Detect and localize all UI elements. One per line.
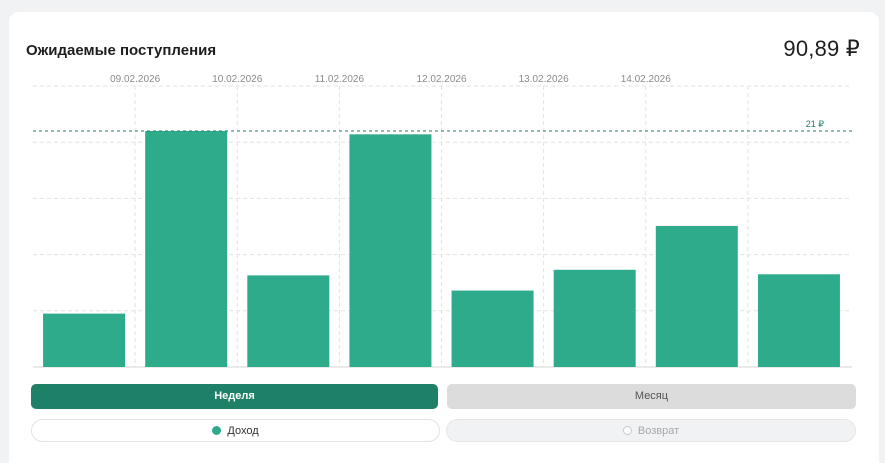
legend-income-label: Доход <box>227 425 259 437</box>
total-amount: 90,89 ₽ <box>783 36 860 61</box>
income-bar-chart: 09.02.2026 10.02.2026 11.02.2026 12.02.2026… <box>33 74 852 368</box>
bar <box>757 274 840 367</box>
bar <box>145 130 228 367</box>
legend-return[interactable]: Возврат <box>446 419 856 442</box>
bar <box>43 313 126 367</box>
bar <box>451 290 534 367</box>
return-dot-icon <box>622 426 632 435</box>
bar <box>655 225 738 367</box>
expected-income-card: Ожидаемые поступления 90,89 ₽ 09.02.2026… <box>9 12 879 463</box>
date-tick-label: 11.02.2026 <box>315 74 365 85</box>
date-tick-label: 09.02.2026 <box>110 74 160 85</box>
date-tick-label: 14.02.2026 <box>621 74 671 85</box>
date-tick-label: 10.02.2026 <box>212 74 262 85</box>
date-tick-label: 12.02.2026 <box>416 74 466 85</box>
card-title: Ожидаемые поступления <box>26 42 217 59</box>
tab-week[interactable]: Неделя <box>31 384 438 409</box>
bar <box>553 269 636 367</box>
bar <box>349 134 432 367</box>
reference-line-label: 21 ₽ <box>806 119 825 129</box>
legend-return-label: Возврат <box>637 425 680 437</box>
date-tick-label: 13.02.2026 <box>519 74 569 85</box>
tab-month[interactable]: Месяц <box>447 384 856 409</box>
legend-income[interactable]: Доход <box>31 419 440 442</box>
bar <box>247 275 330 367</box>
income-dot-icon <box>212 426 222 435</box>
